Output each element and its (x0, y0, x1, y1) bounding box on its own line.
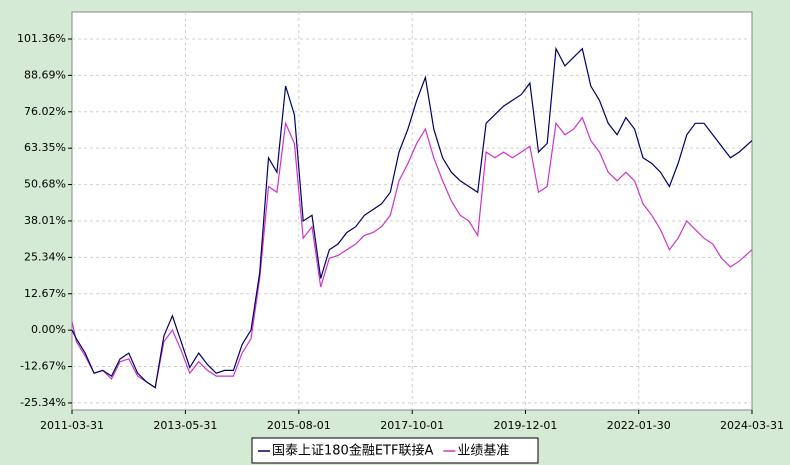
legend: 国泰上证180金融ETF联接A 业绩基准 (258, 443, 509, 459)
x-tick-label: 2011-03-31 (40, 419, 104, 432)
y-tick-label: -25.34% (20, 396, 66, 409)
series-line (71, 116, 753, 389)
x-tick-label: 2017-10-01 (380, 419, 444, 432)
lines (71, 46, 753, 389)
x-tick-label: 2015-08-01 (267, 419, 331, 432)
legend-box (251, 437, 539, 464)
y-tick-label: 63.35% (24, 141, 66, 154)
y-tick-label: 0.00% (31, 323, 66, 336)
y-tick-label: 76.02% (24, 105, 66, 118)
y-tick-label: 12.67% (24, 287, 66, 300)
grid (68, 12, 753, 414)
y-tick-label: 38.01% (24, 214, 66, 227)
y-tick-label: 101.36% (17, 32, 66, 45)
legend-label: 国泰上证180金融ETF联接A (272, 443, 433, 459)
x-tick-label: 2022-01-30 (607, 419, 671, 432)
x-tick-label: 2024-03-31 (720, 419, 784, 432)
labels: -25.34% -12.67% 0.00% 12.67% 25.34% 38.01% 50.… (17, 32, 784, 432)
series-line (71, 46, 753, 389)
y-tick-label: -12.67% (20, 360, 66, 373)
y-tick-label: 25.34% (24, 250, 66, 263)
y-tick-label: 50.68% (24, 178, 66, 191)
x-tick-label: 2013-05-31 (153, 419, 217, 432)
x-tick-label: 2019-12-01 (494, 419, 558, 432)
y-tick-label: 88.69% (24, 68, 66, 81)
legend-label: 业绩基准 (457, 444, 509, 459)
